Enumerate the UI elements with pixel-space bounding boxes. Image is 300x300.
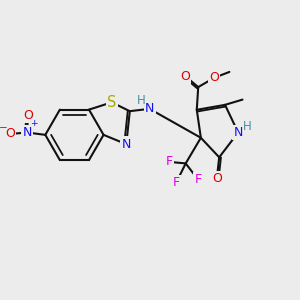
Text: F: F [194, 173, 202, 186]
Text: F: F [173, 176, 180, 189]
Text: S: S [107, 95, 116, 110]
Text: N: N [22, 126, 32, 139]
Text: N: N [233, 126, 243, 139]
Text: N: N [145, 102, 154, 115]
Text: N: N [122, 138, 131, 151]
Text: O: O [212, 172, 222, 185]
Text: O: O [23, 109, 33, 122]
Text: O: O [209, 71, 219, 84]
Text: O: O [5, 128, 15, 140]
Text: H: H [242, 120, 251, 133]
Text: −: − [0, 123, 8, 133]
Text: H: H [137, 94, 146, 107]
Text: O: O [180, 70, 190, 83]
Text: +: + [30, 119, 38, 128]
Text: F: F [166, 155, 173, 168]
